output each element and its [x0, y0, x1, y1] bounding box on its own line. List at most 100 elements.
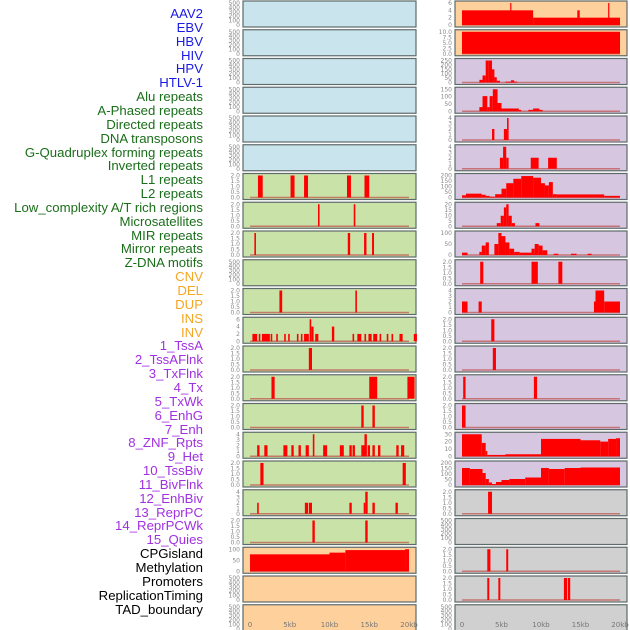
y-tick-label: 500	[441, 604, 453, 611]
y-tick-label: 400	[229, 62, 241, 69]
signal-bar	[369, 376, 378, 399]
y-tick-label: 0.5	[230, 362, 240, 369]
y-tick-label: 400	[229, 4, 241, 11]
track-label: 11_BivFlnk	[138, 476, 203, 492]
signal-bar	[323, 445, 328, 457]
y-tick-label: 2	[448, 15, 452, 22]
y-tick-label: 0.5	[230, 419, 240, 426]
signal-bar	[481, 194, 486, 198]
y-tick-label: 300	[229, 268, 241, 275]
y-tick-label: 500	[229, 58, 241, 65]
y-tick-label: 0	[448, 252, 452, 259]
signal-bar	[506, 204, 509, 227]
signal-bar	[276, 333, 278, 342]
signal-bar	[349, 502, 352, 514]
signal-bar	[500, 215, 504, 227]
signal-bar	[505, 454, 541, 457]
signal-bar	[541, 183, 545, 198]
x-tick-label: 5kb	[495, 621, 509, 629]
signal-bar	[513, 178, 522, 198]
panel-background	[454, 546, 628, 574]
y-tick-label: 200	[229, 42, 241, 49]
y-tick-label: 0.5	[230, 477, 240, 484]
y-tick-label: 50	[444, 189, 452, 196]
x-tick-label: 0	[248, 621, 252, 629]
y-tick-label: 50	[444, 241, 452, 248]
panel-background	[242, 345, 417, 373]
signal-bar	[552, 194, 557, 198]
y-tick-label: 1.5	[230, 178, 240, 185]
y-tick-label: 0	[236, 338, 240, 345]
y-tick-label: 500	[229, 86, 241, 93]
y-tick-label: 0	[236, 568, 240, 575]
y-tick-label: 1.0	[230, 471, 240, 478]
x-tick-label: 5kb	[283, 621, 297, 629]
track-label: MIR repeats	[131, 227, 203, 243]
y-tick-label: 1.0	[442, 327, 452, 334]
signal-bar	[507, 118, 509, 140]
panel-background	[242, 287, 417, 316]
y-tick-label: 200	[441, 460, 453, 467]
signal-bar	[514, 81, 518, 83]
y-tick-label: 1.5	[230, 351, 240, 358]
track-label: DNA transposons	[100, 130, 203, 146]
signal-bar	[616, 438, 620, 457]
y-tick-label: 1.0	[230, 241, 240, 248]
y-tick-label: 300	[229, 95, 241, 102]
y-tick-label: 100	[229, 276, 241, 283]
signal-bar	[481, 442, 486, 457]
y-tick-label: 0.0	[442, 425, 452, 432]
signal-bar	[495, 482, 502, 485]
y-tick-label: 30	[444, 431, 452, 438]
y-tick-label: 0	[236, 108, 240, 115]
y-tick-label: 0.5	[230, 189, 240, 196]
y-tick-label: 0.0	[442, 338, 452, 345]
signal-bar	[312, 434, 315, 457]
signal-bar	[386, 333, 389, 342]
signal-bar	[364, 434, 367, 457]
y-tick-label: 500	[229, 0, 241, 7]
y-tick-label: 100	[229, 46, 241, 53]
signal-bar	[270, 333, 273, 342]
panel-background	[454, 374, 628, 402]
panel-background	[242, 172, 417, 201]
signal-bar	[567, 578, 571, 600]
track-label: Directed repeats	[106, 116, 203, 132]
signal-bar	[498, 578, 501, 600]
signal-bar	[485, 242, 489, 255]
signal-bar	[563, 578, 568, 600]
signal-bar	[331, 326, 335, 342]
y-tick-label: 0.0	[230, 425, 240, 432]
track-panel: 0.00.51.01.52.0	[230, 460, 417, 489]
signal-bar	[462, 10, 534, 25]
signal-bar	[279, 290, 283, 313]
signal-bar	[312, 520, 315, 543]
y-tick-label: 1.5	[442, 494, 452, 501]
y-tick-label: 1.5	[442, 264, 452, 271]
y-tick-label: 0	[448, 195, 452, 202]
y-tick-label: 0.5	[230, 218, 240, 225]
signal-bar	[254, 233, 256, 255]
track-panel: 0.00.51.01.52.0	[230, 287, 417, 317]
panel-background	[454, 517, 628, 546]
signal-bar	[501, 480, 510, 485]
signal-bar	[305, 445, 309, 457]
y-tick-label: 1.5	[442, 351, 452, 358]
y-tick-label: 400	[229, 91, 241, 98]
y-tick-label: 500	[229, 575, 241, 582]
y-tick-label: 100	[441, 535, 453, 542]
y-tick-label: 1.5	[230, 379, 240, 386]
track-label: Inverted repeats	[107, 158, 203, 174]
signal-bar	[304, 333, 309, 342]
y-tick-label: 0.5	[442, 390, 452, 397]
panel-background	[242, 489, 417, 517]
y-tick-label: 100	[229, 133, 241, 140]
track-label: HIV	[181, 47, 203, 63]
signal-bar	[487, 454, 506, 457]
y-tick-label: 400	[229, 148, 241, 155]
y-tick-label: 2	[448, 126, 452, 133]
